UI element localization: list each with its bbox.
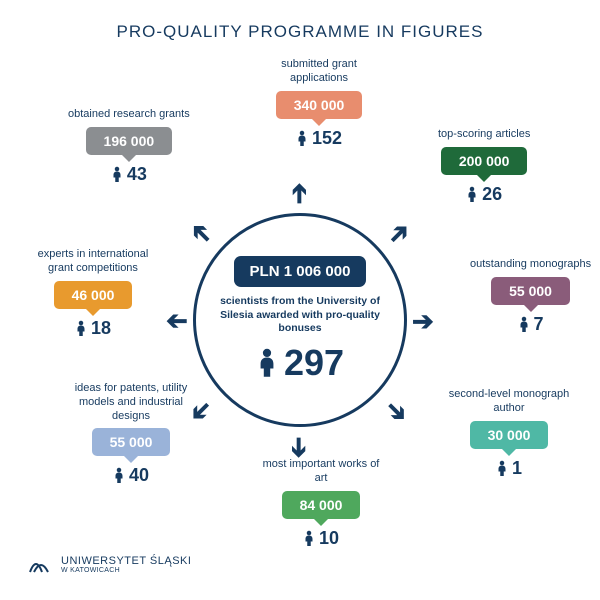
arrow-icon: ➔ [283,437,314,459]
person-icon [111,166,123,183]
person-icon [75,320,87,337]
arrow-icon: ➔ [166,306,188,337]
node-label: second-level monograph author [444,388,574,416]
node-value-box: 340 000 [276,91,363,119]
arrow-icon: ➔ [412,306,434,337]
node-count-number: 43 [127,164,147,185]
node-count: 10 [303,528,339,549]
university-logo: UNIWERSYTET ŚLĄSKI W KATOWICACH [28,554,191,576]
person-icon [296,130,308,147]
node-value-box: 30 000 [470,421,549,449]
node-count: 152 [296,128,342,149]
center-count: 297 [256,342,344,384]
node-value-box: 200 000 [441,147,528,175]
center-description: scientists from the University of Silesi… [196,295,404,336]
person-icon [256,348,278,378]
node-works-art: most important works of art 84 000 10 [256,458,386,549]
node-label: experts in international grant competiti… [28,248,158,276]
person-icon [466,186,478,203]
center-count-number: 297 [284,342,344,384]
person-icon [113,467,125,484]
node-label: obtained research grants [68,108,190,122]
center-circle: PLN 1 006 000 scientists from the Univer… [193,213,407,427]
logo-sub: W KATOWICACH [61,567,191,575]
node-value-box: 55 000 [92,428,171,456]
node-grant-apps: submitted grant applications 340 000 152 [254,58,384,149]
node-count-number: 40 [129,465,149,486]
node-count-number: 18 [91,318,111,339]
node-count-number: 10 [319,528,339,549]
logo-icon [28,554,54,576]
node-value-box: 46 000 [54,281,133,309]
arrow-icon: ➔ [283,183,314,205]
node-label: top-scoring articles [438,128,530,142]
arrow-icon: ➔ [182,215,219,252]
node-count-number: 152 [312,128,342,149]
person-icon [518,316,530,333]
node-count-number: 7 [534,314,544,335]
node-monographs: outstanding monographs 55 000 7 [470,258,591,335]
node-count-number: 1 [512,458,522,479]
node-count: 43 [111,164,147,185]
node-label: ideas for patents, utility models and in… [66,382,196,423]
node-second-level: second-level monograph author 30 000 1 [444,388,574,479]
node-value-box: 84 000 [282,491,361,519]
node-label: most important works of art [256,458,386,486]
node-research-grants: obtained research grants 196 000 43 [68,108,190,185]
node-value-box: 196 000 [86,127,173,155]
node-count: 40 [113,465,149,486]
person-icon [496,460,508,477]
node-top-articles: top-scoring articles 200 000 26 [438,128,530,205]
node-label: submitted grant applications [254,58,384,86]
arrow-icon: ➔ [378,393,415,430]
node-label: outstanding monographs [470,258,591,272]
node-count: 7 [518,314,544,335]
page-title: PRO-QUALITY PROGRAMME IN FIGURES [0,0,600,42]
node-count-number: 26 [482,184,502,205]
node-count: 1 [496,458,522,479]
person-icon [303,530,315,547]
logo-name: UNIWERSYTET ŚLĄSKI [61,555,191,567]
node-experts-intl: experts in international grant competiti… [28,248,158,339]
node-patents: ideas for patents, utility models and in… [66,382,196,486]
node-count: 18 [75,318,111,339]
node-count: 26 [466,184,502,205]
arrow-icon: ➔ [380,215,417,252]
center-amount: PLN 1 006 000 [234,256,367,287]
node-value-box: 55 000 [491,277,570,305]
